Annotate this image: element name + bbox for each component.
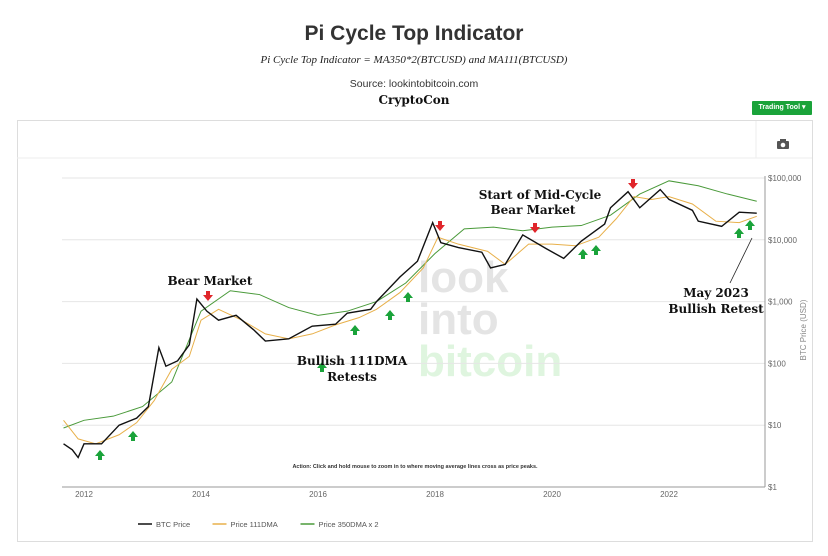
green-up-arrow-icon	[385, 310, 395, 320]
y-tick-label: $100,000	[768, 174, 802, 183]
y-tick-label: $10,000	[768, 236, 797, 245]
y-tick-label: $1,000	[768, 298, 793, 307]
legend-item[interactable]: Price 111DMA	[231, 520, 278, 529]
x-tick-label: 2012	[75, 490, 93, 499]
green-up-arrow-icon	[350, 325, 360, 335]
camera-icon[interactable]	[777, 139, 789, 149]
chart-container	[17, 120, 813, 542]
green-up-arrow-icon	[128, 431, 138, 441]
green-up-arrow-icon	[745, 220, 755, 230]
legend-item[interactable]: BTC Price	[156, 520, 190, 529]
formula: Pi Cycle Top Indicator = MA350*2(BTCUSD)…	[0, 54, 828, 66]
formula-text: Pi Cycle Top Indicator = MA350*2(BTCUSD)…	[260, 54, 568, 66]
y-tick-label: $1	[768, 483, 777, 492]
annotation-mid-cycle-1: Start of Mid-Cycle	[479, 188, 602, 202]
author: CryptoCon	[378, 93, 450, 107]
y-tick-label: $10	[768, 421, 782, 430]
x-tick-label: 2020	[543, 490, 561, 499]
watermark-into: into	[418, 295, 499, 344]
page-title: Pi Cycle Top Indicator	[304, 22, 524, 45]
legend-item[interactable]: Price 350DMA x 2	[319, 520, 379, 529]
y-tick-label: $100	[768, 359, 786, 368]
x-tick-label: 2022	[660, 490, 678, 499]
source: Source: lookintobitcoin.com	[349, 78, 479, 90]
watermark: look into bitcoin	[418, 253, 562, 386]
red-down-arrow-icon	[203, 291, 213, 301]
action-note: Action: Click and hold mouse to zoom in …	[292, 464, 538, 470]
annotation-may2023-1: May 2023	[683, 286, 749, 300]
annotation-pointer	[729, 237, 753, 284]
green-up-arrow-icon	[591, 245, 601, 255]
red-down-arrow-icon	[435, 221, 445, 231]
watermark-look: look	[418, 253, 509, 302]
red-down-arrow-icon	[628, 179, 638, 189]
series-line-btc-price	[63, 188, 757, 459]
x-tick-label: 2018	[426, 490, 444, 499]
series-line-price-350dma-x-2	[63, 180, 757, 429]
annotation-may2023-2: Bullish Retest	[668, 302, 764, 316]
x-tick-label: 2016	[309, 490, 327, 499]
x-tick-label: 2014	[192, 490, 210, 499]
green-up-arrow-icon	[95, 450, 105, 460]
y-axis-label: BTC Price (USD)	[799, 299, 808, 360]
series-line-price-111dma	[63, 196, 757, 445]
annotation-retests-2: Retests	[327, 370, 377, 384]
green-up-arrow-icon	[734, 228, 744, 238]
trading-tool-button[interactable]: Trading Tool ▾	[752, 101, 812, 115]
watermark-bitcoin: bitcoin	[418, 337, 562, 386]
green-up-arrow-icon	[403, 292, 413, 302]
annotation-mid-cycle-2: Bear Market	[491, 203, 576, 217]
annotation-bear-market: Bear Market	[168, 274, 253, 288]
annotation-retests-1: Bullish 111DMA	[297, 354, 408, 368]
green-up-arrow-icon	[317, 362, 327, 372]
green-up-arrow-icon	[578, 249, 588, 259]
red-down-arrow-icon	[530, 223, 540, 233]
